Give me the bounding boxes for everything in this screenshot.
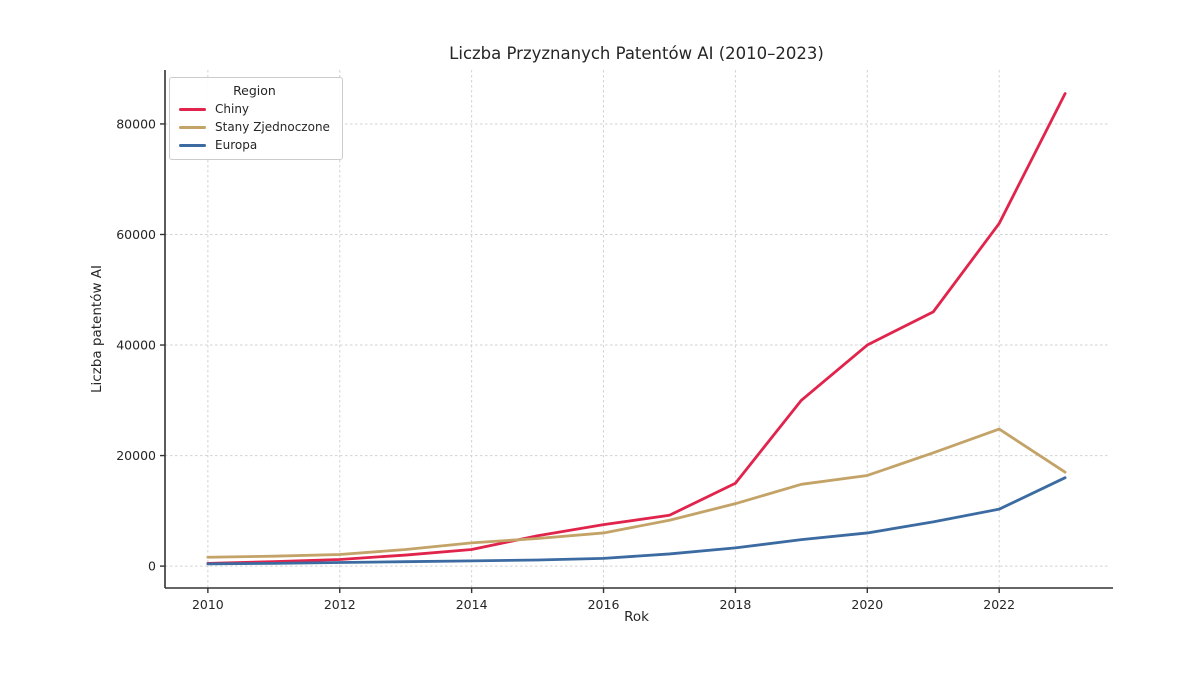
x-axis-label: Rok bbox=[624, 609, 649, 625]
y-tick-label: 0 bbox=[148, 558, 156, 573]
series-line-europa bbox=[206, 476, 1067, 566]
y-tick-label: 60000 bbox=[116, 227, 156, 242]
legend-item-stany-zjednoczone: Stany Zjednoczone bbox=[179, 120, 330, 134]
legend-label-stany-zjednoczone: Stany Zjednoczone bbox=[215, 120, 330, 134]
legend-label-chiny: Chiny bbox=[215, 102, 250, 116]
x-tick-label: 2018 bbox=[720, 597, 752, 612]
x-tick-label: 2020 bbox=[851, 597, 883, 612]
series-line-chiny bbox=[206, 92, 1067, 565]
y-tick-label: 40000 bbox=[116, 337, 156, 352]
legend-item-europa: Europa bbox=[179, 138, 330, 152]
y-tick-label: 20000 bbox=[116, 448, 156, 463]
legend: Region Chiny Stany Zjednoczone Europa bbox=[169, 77, 343, 160]
legend-label-europa: Europa bbox=[215, 138, 258, 152]
x-tick-label: 2022 bbox=[983, 597, 1015, 612]
chart-title: Liczba Przyznanych Patentów AI (2010–202… bbox=[449, 44, 824, 63]
legend-title: Region bbox=[233, 83, 276, 98]
x-tick-label: 2010 bbox=[192, 597, 224, 612]
y-tick-label: 80000 bbox=[116, 116, 156, 131]
legend-swatch-europa bbox=[179, 143, 206, 147]
series-line-stany-zjednoczone bbox=[206, 427, 1067, 559]
legend-swatch-stany-zjednoczone bbox=[179, 125, 206, 129]
x-tick-label: 2014 bbox=[456, 597, 488, 612]
x-tick-label: 2012 bbox=[324, 597, 356, 612]
x-tick-label: 2016 bbox=[588, 597, 620, 612]
legend-swatch-chiny bbox=[179, 107, 206, 111]
y-axis-label: Liczba patentów AI bbox=[89, 264, 105, 394]
legend-item-chiny: Chiny bbox=[179, 102, 330, 116]
